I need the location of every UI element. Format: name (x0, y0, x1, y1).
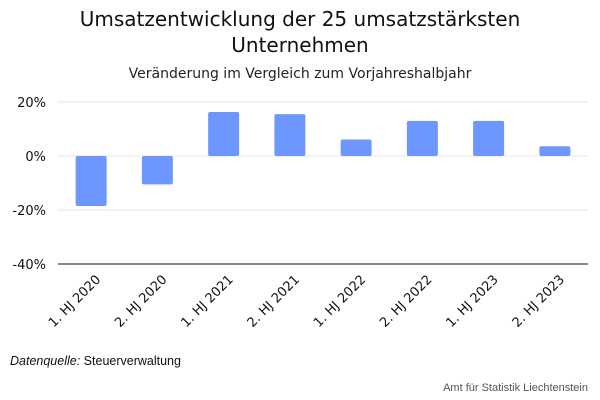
y-tick-label: -20% (12, 204, 46, 219)
data-source-label: Datenquelle: (10, 354, 81, 368)
credit-text: Amt für Statistik Liechtenstein (443, 382, 588, 394)
y-tick-label: -40% (12, 258, 46, 273)
bar (75, 156, 107, 206)
bar (539, 146, 571, 156)
chart-subtitle: Veränderung im Vergleich zum Vorjahresha… (128, 66, 472, 82)
x-axis-ticks: 1. HJ 2020 2. HJ 2020 1. HJ 2021 2. HJ 2021… (46, 272, 568, 330)
chart-title: Umsatzentwicklung der 25 umsatzstärksten… (79, 7, 521, 57)
bar (406, 120, 438, 156)
bar (340, 139, 372, 156)
data-source-value: Steuerverwaltung (80, 354, 181, 368)
y-tick-label: 20% (17, 96, 46, 111)
x-tick-label: 1. HJ 2021 (178, 272, 236, 330)
x-tick-label: 1. HJ 2020 (46, 272, 104, 330)
y-axis-ticks: 20% 0% -20% -40% (12, 96, 46, 273)
bars (75, 111, 571, 206)
bar (473, 120, 505, 156)
bar (274, 114, 306, 156)
bar (141, 156, 173, 185)
bar (208, 111, 240, 156)
x-tick-label: 2. HJ 2020 (112, 272, 170, 330)
x-tick-label: 1. HJ 2023 (443, 272, 501, 330)
gridlines (58, 101, 588, 265)
data-source: Datenquelle: Steuerverwaltung (10, 354, 181, 368)
x-tick-label: 2. HJ 2023 (510, 272, 568, 330)
x-tick-label: 1. HJ 2022 (311, 272, 369, 330)
x-tick-label: 2. HJ 2022 (377, 272, 435, 330)
y-tick-label: 0% (25, 150, 46, 165)
x-tick-label: 2. HJ 2021 (245, 272, 303, 330)
